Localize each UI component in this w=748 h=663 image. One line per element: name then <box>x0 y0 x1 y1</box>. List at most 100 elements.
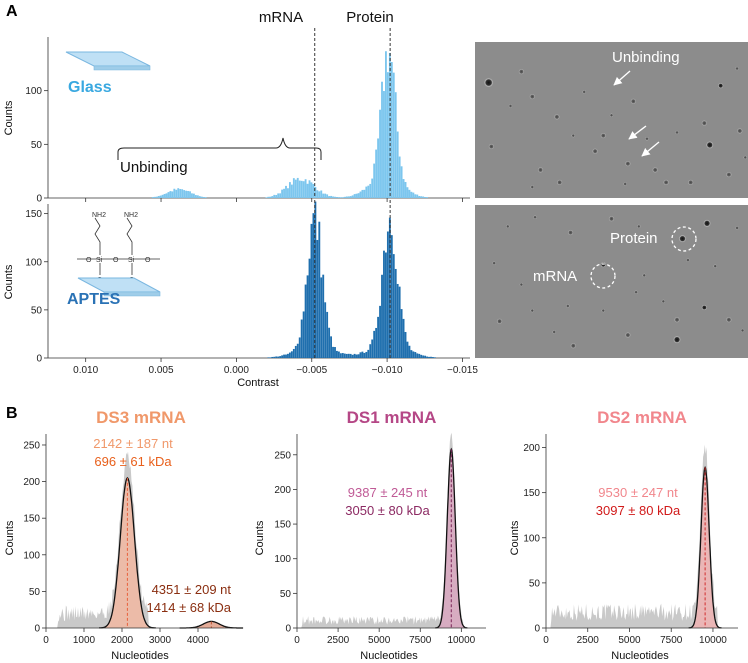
histogram-bar <box>292 178 295 198</box>
ds3-y-tick-label: 200 <box>23 477 40 488</box>
particle <box>685 258 690 263</box>
histogram-bar <box>273 356 276 358</box>
histogram-bar <box>310 182 313 198</box>
particle <box>634 290 639 295</box>
y-tick-label: 100 <box>25 257 42 268</box>
histogram-bar <box>353 353 356 358</box>
y-tick-label: 50 <box>31 140 43 151</box>
particle <box>592 148 599 155</box>
histogram-bar <box>347 353 350 358</box>
histogram-bar <box>283 354 285 358</box>
histogram-bar <box>189 191 191 198</box>
histogram-bar <box>285 185 287 198</box>
histogram-bar <box>204 197 207 198</box>
glass-histogram: 0 50 100 <box>25 28 470 205</box>
particle <box>661 299 666 304</box>
micrograph-protein-label: Protein <box>610 230 658 247</box>
histogram-bar <box>332 346 334 358</box>
histogram-bar <box>298 337 301 358</box>
histogram-bar <box>353 194 356 198</box>
ds2-y-tick-label: 200 <box>523 443 540 454</box>
histogram-bar <box>308 258 311 358</box>
histogram-bar <box>383 250 385 358</box>
particle <box>600 132 607 139</box>
histogram-bar <box>279 356 282 358</box>
histogram-bar <box>318 191 321 198</box>
histogram-bar <box>336 350 338 358</box>
ds3-ylabel: Counts <box>4 520 16 555</box>
ds2-histogram: 0 50 100 150 200 0 2500 5000 7500 10000 DS2 mRNA 95… <box>523 408 738 646</box>
histogram-bar <box>326 311 329 358</box>
histogram-bar <box>402 318 405 358</box>
histogram-bar <box>175 189 178 198</box>
aptes-ylabel: Counts <box>3 264 15 299</box>
particle <box>505 224 510 229</box>
histogram-bar <box>336 196 338 198</box>
ds1-y-tick-label: 150 <box>274 520 291 531</box>
histogram-bar <box>332 196 334 198</box>
histogram-bar <box>363 189 366 198</box>
ds1-y-tick-label: 200 <box>274 485 291 496</box>
histogram-bar <box>287 353 289 358</box>
particle <box>717 82 724 89</box>
histogram-bar <box>377 316 380 358</box>
histogram-bar <box>330 336 332 358</box>
ds3-title: DS3 mRNA <box>96 408 186 427</box>
histogram-bar <box>369 344 372 358</box>
ds3-x-tick-label: 3000 <box>149 635 172 646</box>
particle <box>624 160 631 167</box>
histogram-bar <box>420 354 423 358</box>
histogram-bar <box>294 179 297 198</box>
x-tick-label: −0.010 <box>372 365 403 376</box>
histogram-bar <box>351 354 354 358</box>
particle <box>652 166 659 173</box>
ds3-raw-histogram <box>46 451 236 628</box>
svg-text:NH2: NH2 <box>92 212 106 219</box>
histogram-bar <box>306 183 309 198</box>
histogram-bar <box>334 196 336 198</box>
ds2-x-tick-label: 0 <box>543 635 549 646</box>
ds1-y-tick-label: 0 <box>285 624 291 635</box>
ds2-y-tick-label: 100 <box>523 533 540 544</box>
unbinding-arrow-2 <box>628 125 647 140</box>
histogram-bar <box>277 356 280 358</box>
histogram-bar <box>375 327 378 358</box>
histogram-bar <box>281 355 284 358</box>
particle <box>553 113 560 120</box>
histogram-bar <box>426 197 428 198</box>
ds3-annotation-kda-0: 696 ± 61 kDa <box>94 454 172 469</box>
particle <box>537 166 544 173</box>
histogram-bar <box>414 352 417 358</box>
x-tick-label: 0.005 <box>149 365 174 376</box>
ds3-annotation-nt-1: 4351 ± 209 nt <box>152 582 232 597</box>
ds3-x-tick-label: 1000 <box>73 635 96 646</box>
ds1-y-tick-label: 50 <box>280 589 292 600</box>
histogram-bar <box>406 187 409 198</box>
x-tick-label: 0.010 <box>73 365 98 376</box>
particle <box>735 225 740 230</box>
aptes-histogram: 0 50 100 150 0.010 0.005 0.000 −0.005 −0.010 −0.0… <box>25 200 478 376</box>
histogram-bar <box>379 109 381 198</box>
histogram-bar <box>394 92 397 198</box>
histogram-bar <box>379 305 381 358</box>
particle <box>703 219 712 228</box>
unbinding-label: Unbinding <box>120 159 188 176</box>
histogram-bar <box>418 353 421 358</box>
histogram-bar <box>304 284 307 358</box>
ds3-y-tick-label: 0 <box>34 624 40 635</box>
histogram-bar <box>269 196 272 198</box>
histogram-bar <box>398 286 401 358</box>
x-tick-label: −0.005 <box>296 365 327 376</box>
particle <box>663 179 670 186</box>
svg-text:Si: Si <box>128 257 135 264</box>
ds1-ylabel: Counts <box>254 520 266 555</box>
particle <box>701 120 708 127</box>
histogram-bar <box>171 191 174 198</box>
unbinding-arrow-1 <box>613 70 631 86</box>
y-tick-label: 50 <box>31 305 43 316</box>
ds3-x-tick-label: 2000 <box>111 635 134 646</box>
histogram-bar <box>324 302 327 358</box>
particle <box>678 234 687 243</box>
ds1-x-tick-label: 5000 <box>368 635 391 646</box>
histogram-bar <box>385 252 387 358</box>
